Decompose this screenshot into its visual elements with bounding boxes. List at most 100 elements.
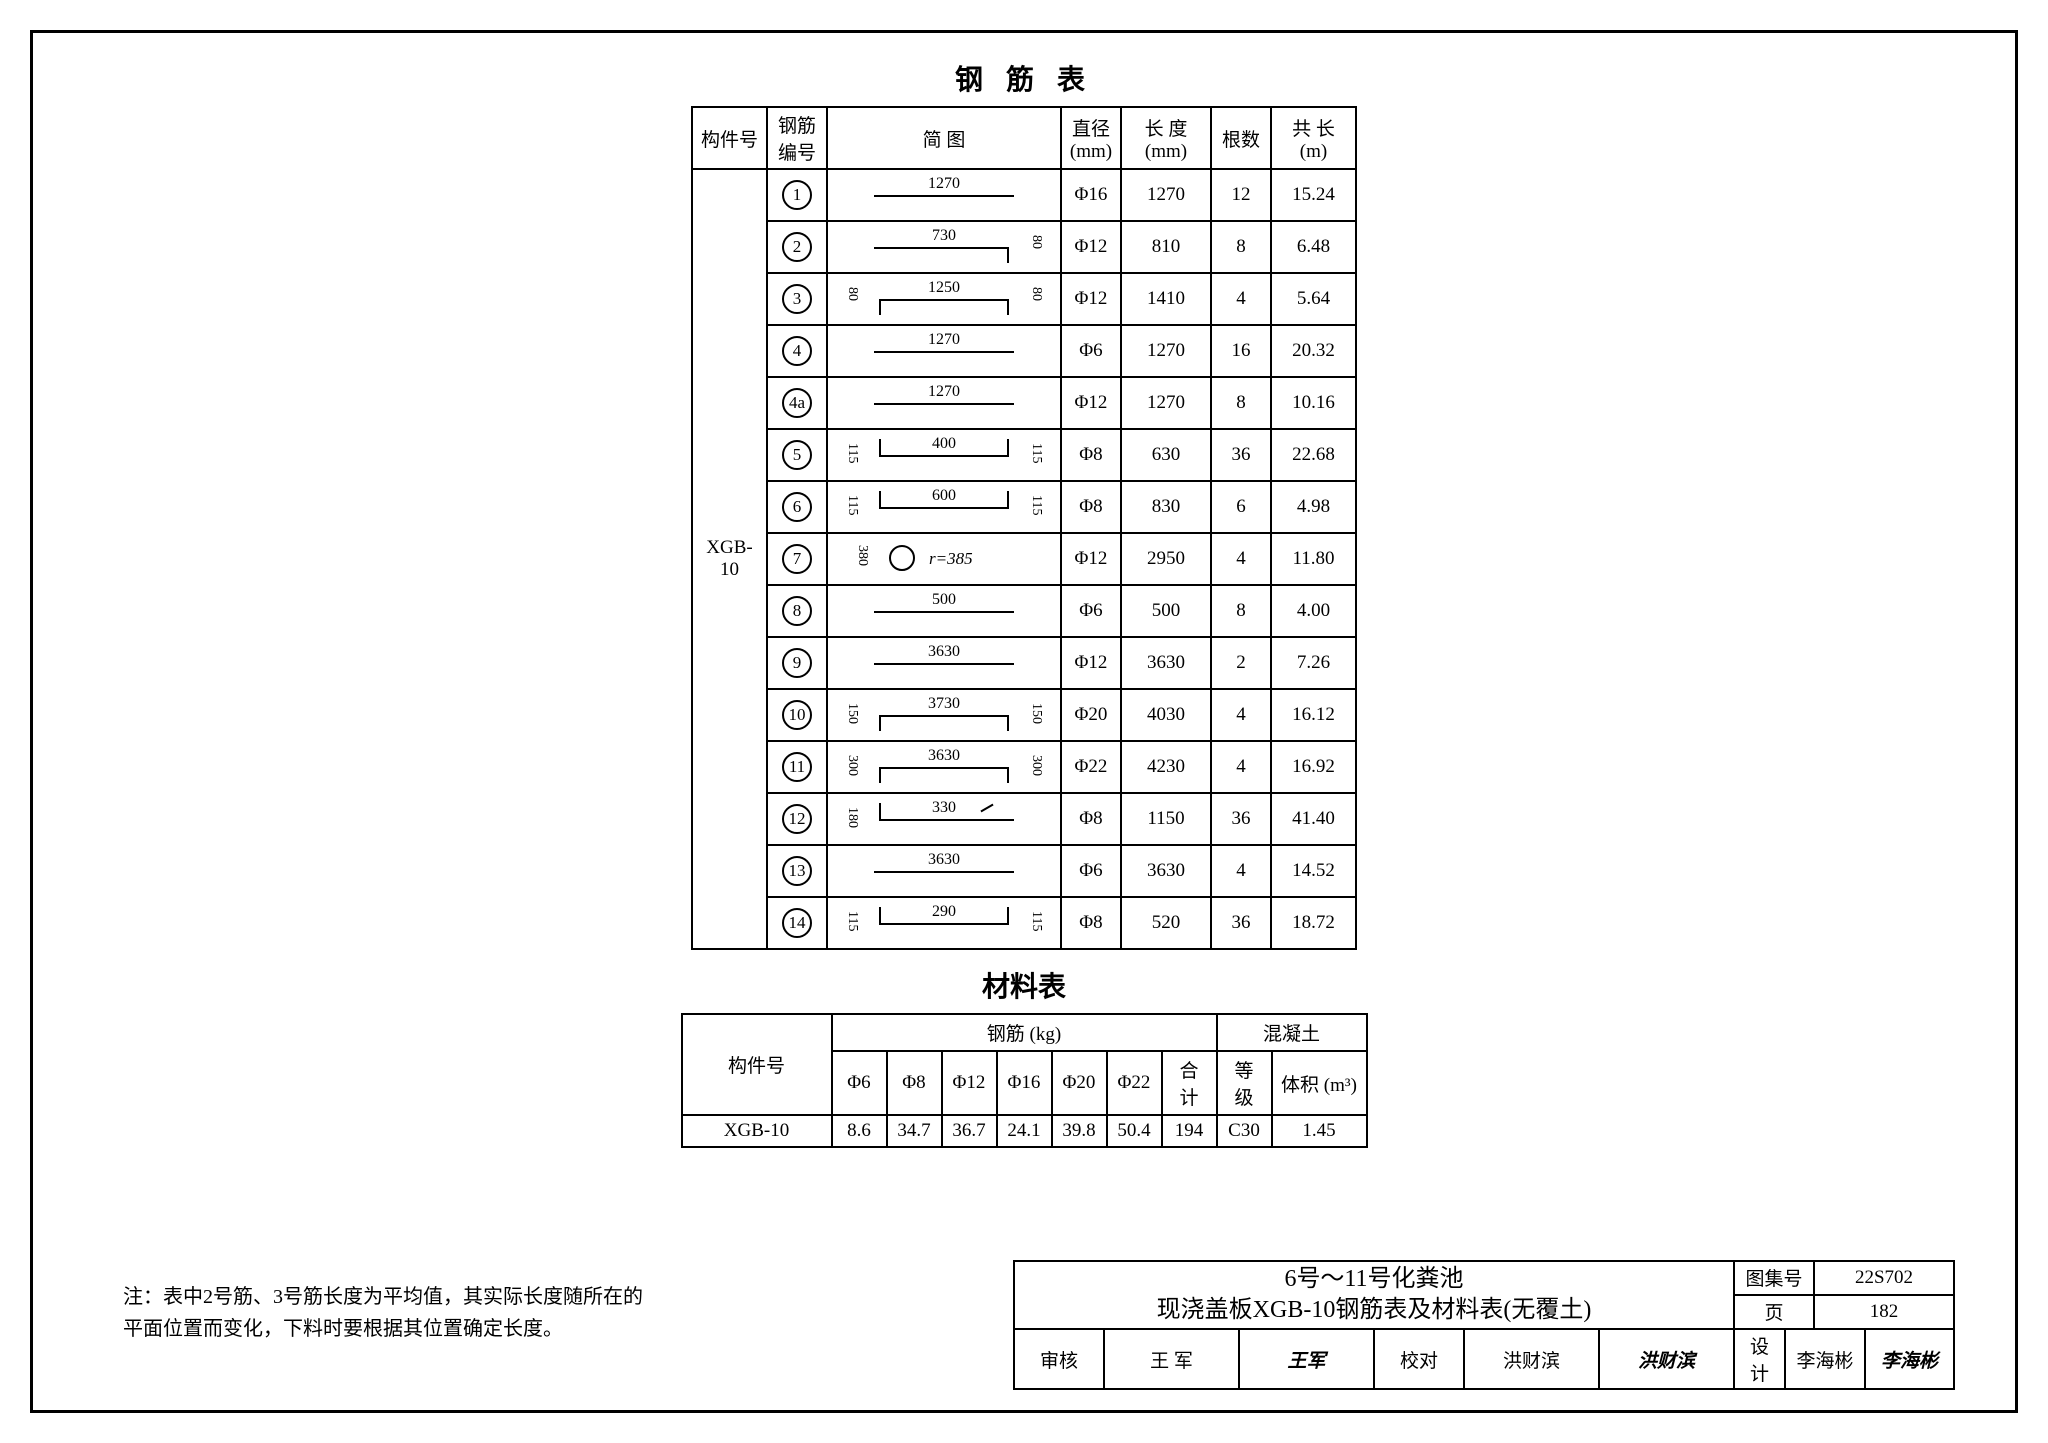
rebar-row: 14290115115Φ85203618.72 bbox=[692, 897, 1356, 949]
rebar-number-cell: 2 bbox=[767, 221, 827, 273]
rebar-dia-cell: Φ6 bbox=[1061, 845, 1121, 897]
rebar-number-cell: 9 bbox=[767, 637, 827, 689]
rebar-total-cell: 16.92 bbox=[1271, 741, 1356, 793]
rebar-number-circle: 6 bbox=[782, 492, 812, 522]
rebar-row: 7380r=385Φ122950411.80 bbox=[692, 533, 1356, 585]
rebar-number-circle: 3 bbox=[782, 284, 812, 314]
rebar-diagram: 3630 bbox=[834, 641, 1054, 685]
diagram-cell: 3630 bbox=[827, 637, 1061, 689]
rebar-row: 103730150150Φ204030416.12 bbox=[692, 689, 1356, 741]
rebar-number-cell: 6 bbox=[767, 481, 827, 533]
mat-d8: 34.7 bbox=[887, 1115, 942, 1147]
rebar-qty-cell: 4 bbox=[1211, 273, 1271, 325]
rebar-diagram: 3630 bbox=[834, 849, 1054, 893]
rebar-len-cell: 3630 bbox=[1121, 637, 1211, 689]
rebar-qty-cell: 36 bbox=[1211, 793, 1271, 845]
rebar-qty-cell: 2 bbox=[1211, 637, 1271, 689]
rebar-qty-cell: 36 bbox=[1211, 897, 1271, 949]
rebar-len-cell: 3630 bbox=[1121, 845, 1211, 897]
atlas-value: 22S702 bbox=[1814, 1261, 1954, 1295]
mat-h-vol: 体积 (m³) bbox=[1272, 1051, 1367, 1115]
mat-h-grade: 等级 bbox=[1217, 1051, 1272, 1115]
diagram-cell: 1270 bbox=[827, 169, 1061, 221]
rebar-len-cell: 500 bbox=[1121, 585, 1211, 637]
designer-sig: 李海彬 bbox=[1865, 1330, 1953, 1388]
rebar-dia-cell: Φ12 bbox=[1061, 273, 1121, 325]
diagram-cell: 1270 bbox=[827, 377, 1061, 429]
diagram-cell: 600115115 bbox=[827, 481, 1061, 533]
rebar-diagram: 1270 bbox=[834, 173, 1054, 217]
diagram-cell: 330180 bbox=[827, 793, 1061, 845]
rebar-diagram: 3630300300 bbox=[834, 745, 1054, 789]
rebar-dia-cell: Φ8 bbox=[1061, 793, 1121, 845]
rebar-number-cell: 4 bbox=[767, 325, 827, 377]
rebar-len-cell: 520 bbox=[1121, 897, 1211, 949]
diagram-cell: 380r=385 bbox=[827, 533, 1061, 585]
circle-icon bbox=[889, 545, 915, 571]
rebar-len-cell: 1270 bbox=[1121, 169, 1211, 221]
rebar-qty-cell: 36 bbox=[1211, 429, 1271, 481]
rebar-len-cell: 4230 bbox=[1121, 741, 1211, 793]
rebar-row: 4a1270Φ121270810.16 bbox=[692, 377, 1356, 429]
rebar-dia-cell: Φ8 bbox=[1061, 481, 1121, 533]
rebar-diagram: 500 bbox=[834, 589, 1054, 633]
rebar-len-cell: 630 bbox=[1121, 429, 1211, 481]
rebar-dia-cell: Φ12 bbox=[1061, 637, 1121, 689]
member-id-cell: XGB-10 bbox=[692, 169, 767, 949]
rebar-qty-cell: 4 bbox=[1211, 689, 1271, 741]
review-label: 审核 bbox=[1014, 1329, 1104, 1389]
checker: 洪财滨 bbox=[1464, 1329, 1599, 1389]
rebar-total-cell: 41.40 bbox=[1271, 793, 1356, 845]
rebar-total-cell: 20.32 bbox=[1271, 325, 1356, 377]
rebar-number-cell: 3 bbox=[767, 273, 827, 325]
rebar-number-circle: 10 bbox=[782, 700, 812, 730]
rebar-diagram: 330180 bbox=[834, 797, 1054, 841]
mat-h-d6: Φ6 bbox=[832, 1051, 887, 1115]
mat-d22: 50.4 bbox=[1107, 1115, 1162, 1147]
rebar-number-cell: 12 bbox=[767, 793, 827, 845]
mat-vol: 1.45 bbox=[1272, 1115, 1367, 1147]
rebar-dia-cell: Φ6 bbox=[1061, 325, 1121, 377]
rebar-number-cell: 13 bbox=[767, 845, 827, 897]
rebar-number-cell: 5 bbox=[767, 429, 827, 481]
rebar-qty-cell: 6 bbox=[1211, 481, 1271, 533]
rebar-number-circle: 7 bbox=[782, 544, 812, 574]
diagram-cell: 1270 bbox=[827, 325, 1061, 377]
rebar-row: 12330180Φ811503641.40 bbox=[692, 793, 1356, 845]
rebar-total-cell: 14.52 bbox=[1271, 845, 1356, 897]
mat-h-d16: Φ16 bbox=[997, 1051, 1052, 1115]
rebar-len-cell: 810 bbox=[1121, 221, 1211, 273]
designer: 李海彬 bbox=[1785, 1330, 1865, 1388]
rebar-qty-cell: 4 bbox=[1211, 533, 1271, 585]
rebar-row: 133630Φ63630414.52 bbox=[692, 845, 1356, 897]
page-value: 182 bbox=[1814, 1295, 1954, 1329]
rebar-dia-cell: Φ16 bbox=[1061, 169, 1121, 221]
rebar-qty-cell: 8 bbox=[1211, 221, 1271, 273]
rebar-diagram: 290115115 bbox=[834, 901, 1054, 945]
diagram-cell: 3630300300 bbox=[827, 741, 1061, 793]
rebar-diagram: 73080 bbox=[834, 225, 1054, 269]
page-label: 页 bbox=[1734, 1295, 1814, 1329]
rebar-number-cell: 7 bbox=[767, 533, 827, 585]
rebar-total-cell: 10.16 bbox=[1271, 377, 1356, 429]
rebar-row: 5400115115Φ86303622.68 bbox=[692, 429, 1356, 481]
diagram-cell: 290115115 bbox=[827, 897, 1061, 949]
rebar-len-cell: 830 bbox=[1121, 481, 1211, 533]
rebar-row: 8500Φ650084.00 bbox=[692, 585, 1356, 637]
rebar-dia-cell: Φ20 bbox=[1061, 689, 1121, 741]
rebar-total-cell: 7.26 bbox=[1271, 637, 1356, 689]
title-line-1: 6号～11号化粪池 bbox=[1023, 1264, 1725, 1295]
rebar-row: 93630Φ12363027.26 bbox=[692, 637, 1356, 689]
rebar-total-cell: 6.48 bbox=[1271, 221, 1356, 273]
rebar-number-circle: 12 bbox=[782, 804, 812, 834]
mat-header-row-1: 构件号 钢筋 (kg) 混凝土 bbox=[682, 1014, 1367, 1051]
rebar-number-cell: 1 bbox=[767, 169, 827, 221]
rebar-dia-cell: Φ8 bbox=[1061, 429, 1121, 481]
mat-data-row: XGB-10 8.6 34.7 36.7 24.1 39.8 50.4 194 … bbox=[682, 1115, 1367, 1147]
rebar-dia-cell: Φ12 bbox=[1061, 221, 1121, 273]
title-line-2: 现浇盖板XGB-10钢筋表及材料表(无覆土) bbox=[1023, 1295, 1725, 1326]
designer-cell: 设计 李海彬 李海彬 bbox=[1734, 1329, 1954, 1389]
mat-grade: C30 bbox=[1217, 1115, 1272, 1147]
rebar-dia-cell: Φ12 bbox=[1061, 533, 1121, 585]
rebar-number-circle: 4a bbox=[782, 388, 812, 418]
